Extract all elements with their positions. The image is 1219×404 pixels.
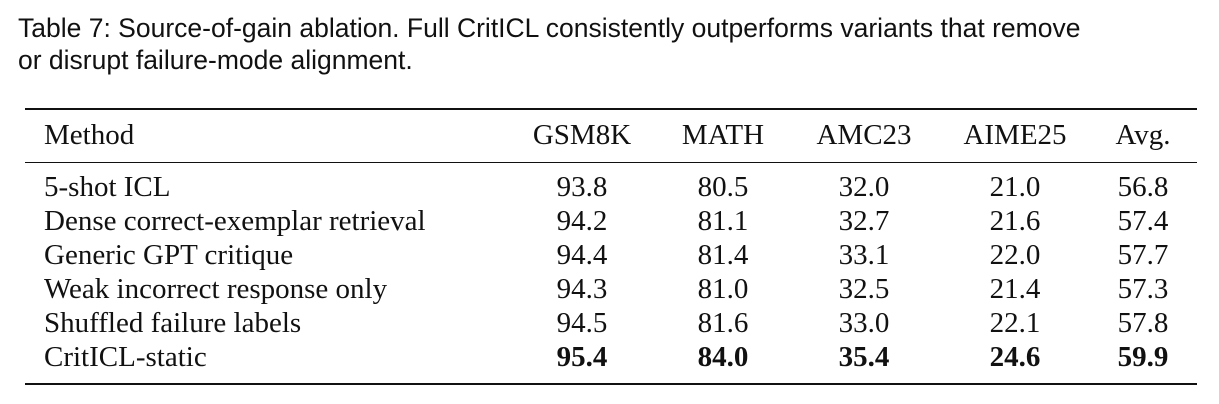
header-cell: GSM8K	[532, 119, 632, 151]
value-cell: 32.0	[838, 171, 890, 203]
method-cell: Dense correct-exemplar retrieval	[44, 205, 426, 237]
value-cell: 32.5	[838, 273, 890, 305]
value-cell: 81.0	[697, 273, 749, 305]
method-cell: 5-shot ICL	[44, 171, 171, 203]
value-cell: 57.4	[1117, 205, 1169, 237]
method-cell: Shuffled failure labels	[44, 307, 302, 339]
value-cell: 57.8	[1117, 307, 1169, 339]
value-cell: 33.0	[838, 307, 890, 339]
header-cell: Method	[44, 119, 135, 151]
value-cell: 93.8	[556, 171, 608, 203]
mid-rule	[25, 162, 1197, 164]
header-cell: AMC23	[816, 119, 912, 151]
value-cell: 81.6	[697, 307, 749, 339]
value-cell: 21.0	[989, 171, 1041, 203]
method-cell: Weak incorrect response only	[44, 273, 388, 305]
value-cell: 21.6	[989, 205, 1041, 237]
value-cell: 80.5	[697, 171, 749, 203]
value-cell: 35.4	[838, 341, 890, 373]
value-cell: 81.4	[697, 239, 749, 271]
header-cell: MATH	[681, 119, 765, 151]
header-cell: Avg.	[1115, 119, 1171, 151]
caption-line: or disrupt failure-mode alignment.	[18, 45, 413, 75]
value-cell: 57.3	[1117, 273, 1169, 305]
value-cell: 84.0	[697, 341, 749, 373]
value-cell: 32.7	[838, 205, 890, 237]
top-rule	[25, 108, 1197, 110]
value-cell: 33.1	[838, 239, 890, 271]
value-cell: 95.4	[556, 341, 608, 373]
value-cell: 56.8	[1117, 171, 1169, 203]
value-cell: 94.3	[556, 273, 608, 305]
header-cell: AIME25	[963, 119, 1067, 151]
value-cell: 21.4	[989, 273, 1041, 305]
value-cell: 57.7	[1117, 239, 1169, 271]
method-cell: CritICL-static	[44, 341, 207, 373]
value-cell: 81.1	[697, 205, 749, 237]
value-cell: 94.5	[556, 307, 608, 339]
value-cell: 94.4	[556, 239, 608, 271]
value-cell: 94.2	[556, 205, 608, 237]
value-cell: 24.6	[989, 341, 1041, 373]
method-cell: Generic GPT critique	[44, 239, 294, 271]
bottom-rule	[25, 383, 1197, 385]
caption-line: Table 7: Source-of-gain ablation. Full C…	[18, 13, 1081, 43]
value-cell: 22.0	[989, 239, 1041, 271]
value-cell: 59.9	[1117, 341, 1169, 373]
value-cell: 22.1	[989, 307, 1041, 339]
